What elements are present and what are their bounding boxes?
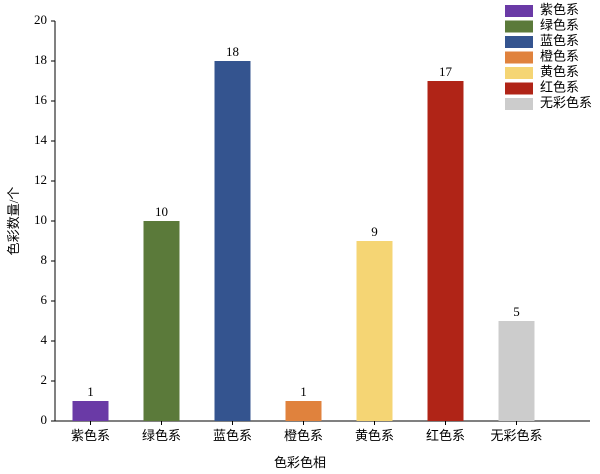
y-axis-title: 色彩数量/个 (6, 187, 21, 256)
legend-label: 紫色系 (540, 2, 579, 17)
legend-label: 蓝色系 (540, 33, 579, 48)
legend-swatch (505, 82, 533, 95)
y-tick-label: 14 (34, 132, 48, 147)
y-tick-label: 20 (34, 12, 47, 27)
x-tick-label: 蓝色系 (213, 428, 252, 443)
legend-label: 黄色系 (540, 64, 579, 79)
legend-label: 无彩色系 (540, 95, 592, 110)
y-tick-label: 12 (34, 172, 47, 187)
x-tick-label: 绿色系 (142, 428, 181, 443)
legend-swatch (505, 98, 533, 110)
legend-swatch (505, 67, 533, 79)
x-tick-label: 橙色系 (284, 428, 323, 443)
data-label: 9 (371, 224, 378, 239)
x-tick-label: 黄色系 (355, 428, 394, 443)
y-tick-label: 4 (41, 332, 48, 347)
y-tick-label: 16 (34, 92, 48, 107)
data-label: 10 (155, 204, 168, 219)
legend-label: 红色系 (540, 79, 579, 94)
bar (356, 241, 393, 421)
legend-swatch (505, 20, 533, 33)
data-label: 1 (300, 384, 307, 399)
bar (214, 61, 251, 421)
bar (143, 221, 180, 421)
data-label: 18 (226, 44, 239, 59)
data-label: 5 (513, 304, 520, 319)
legend-swatch (505, 51, 533, 64)
legend-label: 橙色系 (540, 48, 579, 63)
x-tick-label: 紫色系 (71, 428, 110, 443)
legend-label: 绿色系 (540, 17, 579, 32)
bar (72, 401, 109, 421)
x-axis-title: 色彩色相 (274, 455, 326, 470)
legend-swatch (505, 36, 533, 48)
bar (427, 81, 464, 421)
y-tick-label: 6 (41, 292, 48, 307)
y-tick-label: 0 (41, 412, 48, 427)
x-tick-label: 无彩色系 (490, 428, 542, 443)
data-label: 1 (87, 384, 94, 399)
y-tick-label: 2 (41, 372, 48, 387)
bar (285, 401, 322, 421)
data-label: 17 (439, 64, 453, 79)
y-tick-label: 8 (41, 252, 48, 267)
y-tick-label: 18 (34, 52, 47, 67)
legend-swatch (505, 5, 533, 17)
bar (498, 321, 535, 421)
x-tick-label: 红色系 (426, 428, 465, 443)
y-tick-label: 10 (34, 212, 47, 227)
